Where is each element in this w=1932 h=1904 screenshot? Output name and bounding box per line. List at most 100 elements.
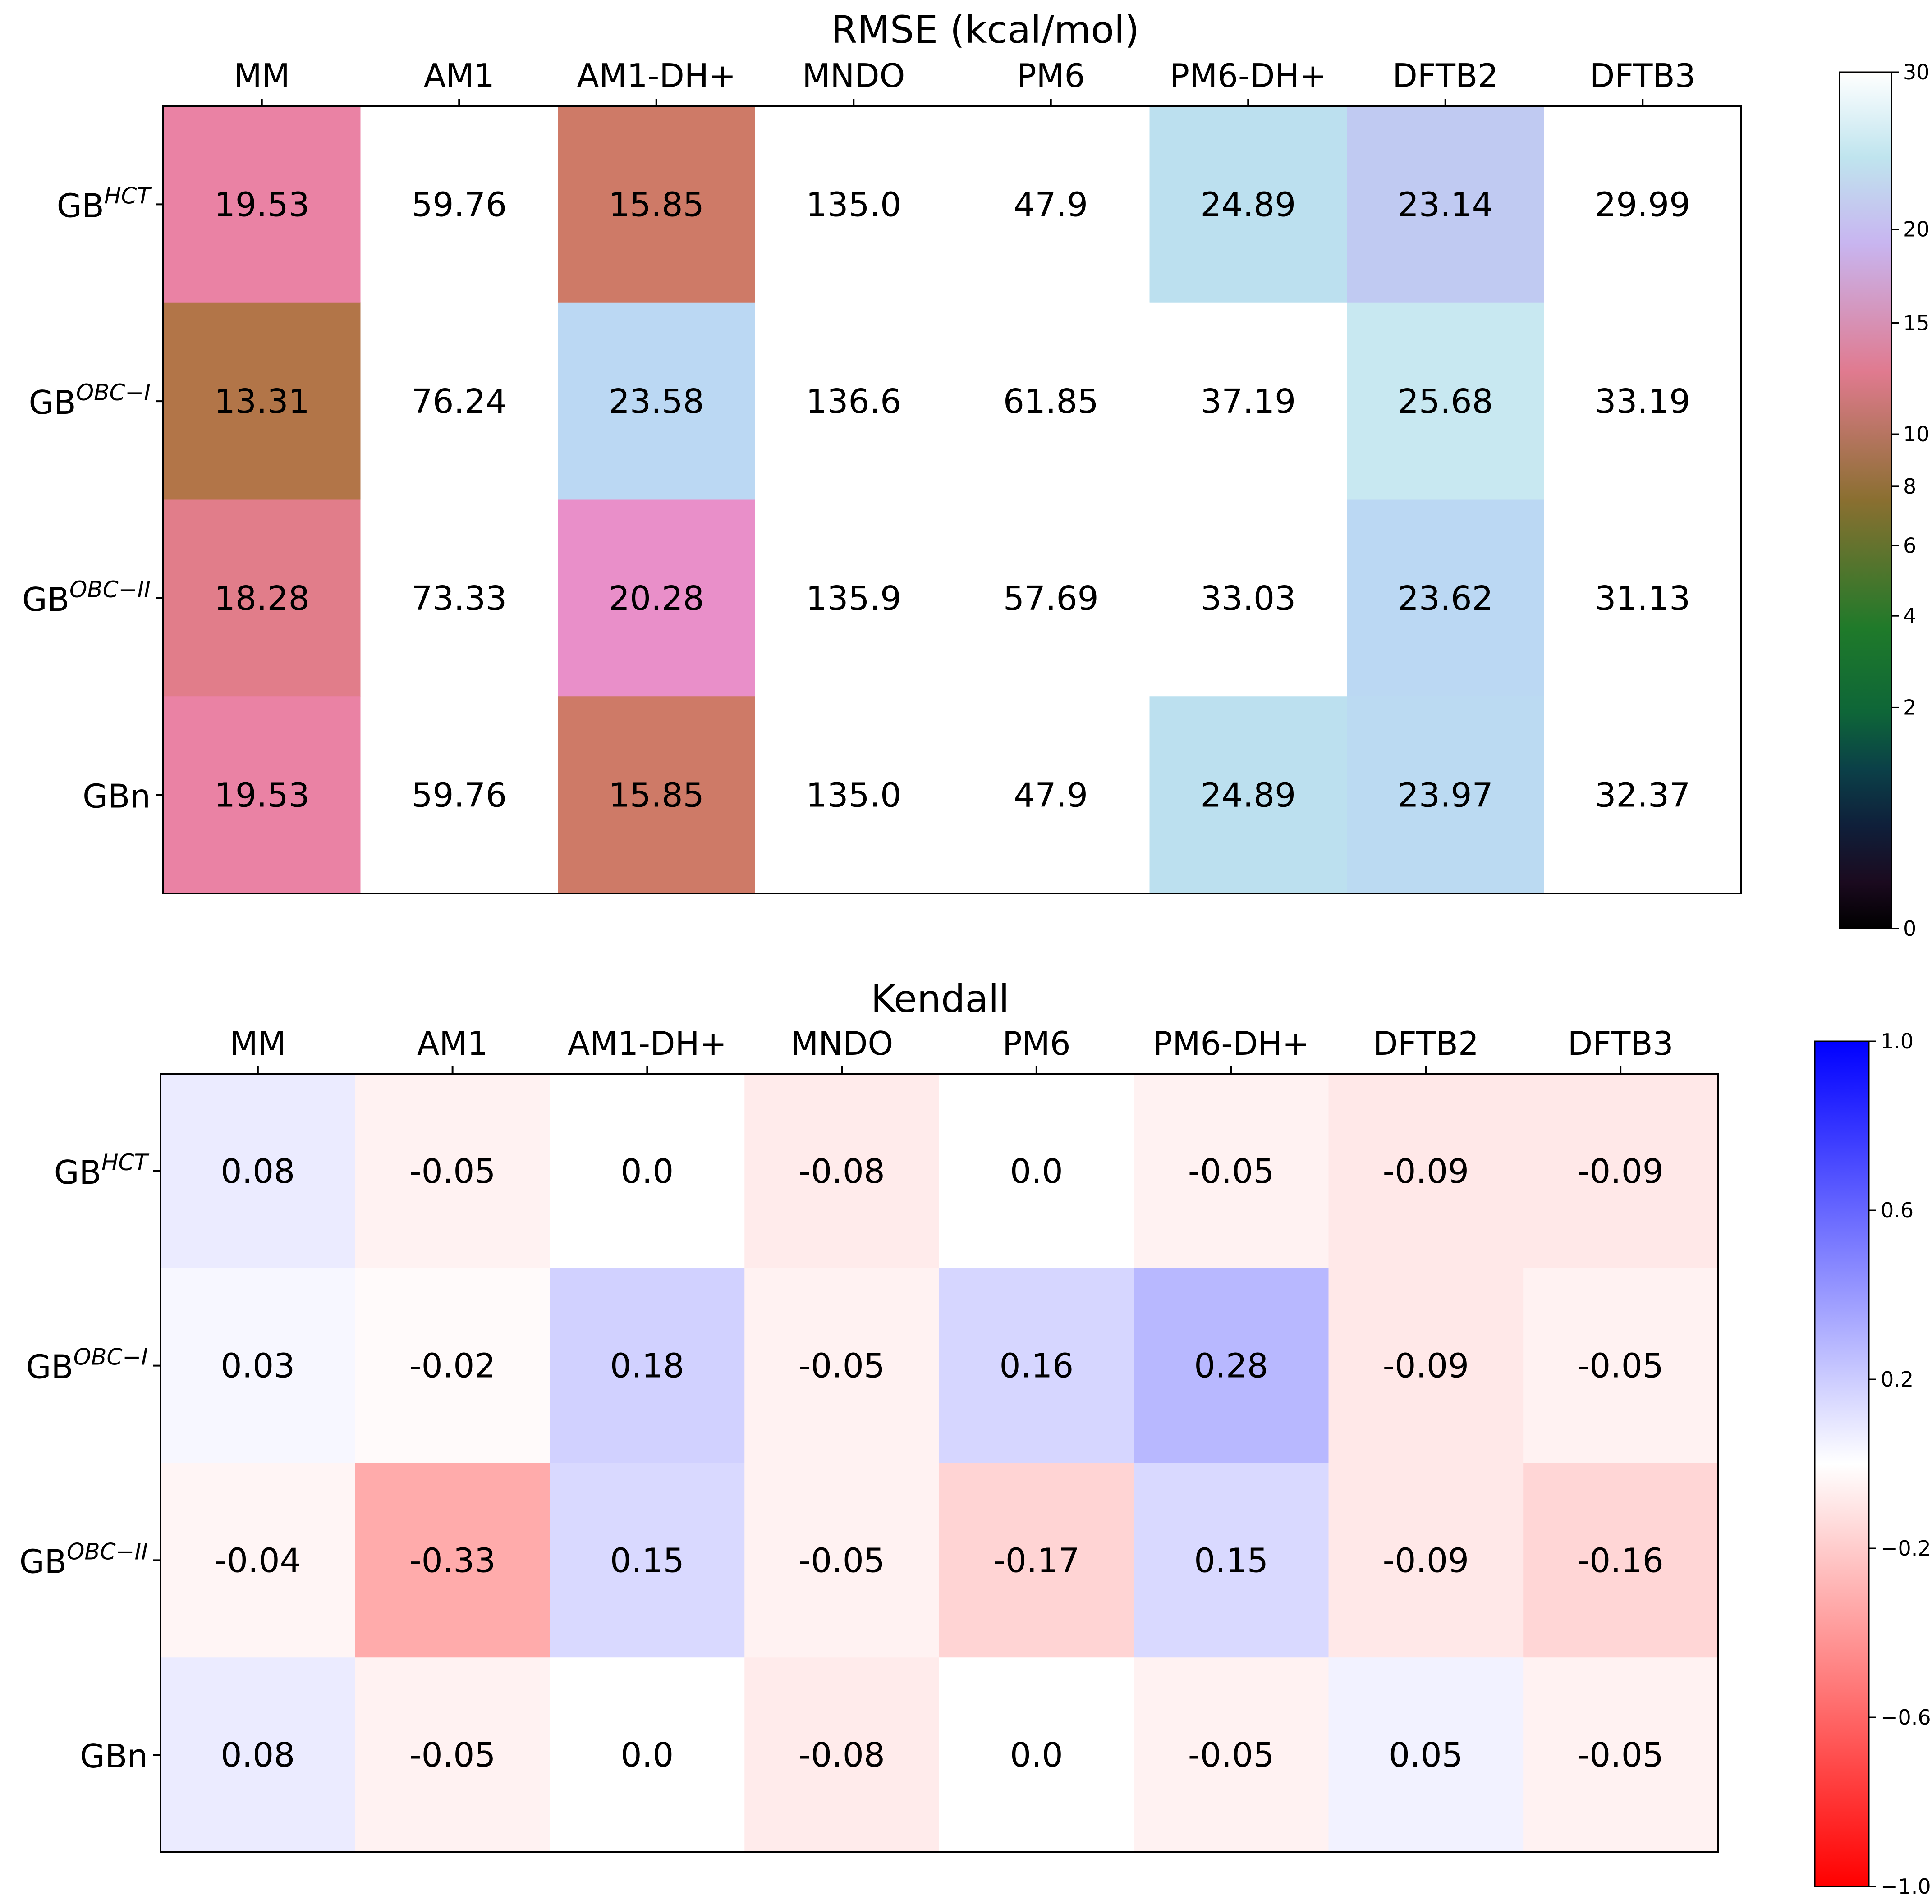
- rmse-cell-value: 59.76: [411, 776, 507, 815]
- rmse-cell-value: 19.53: [214, 185, 310, 224]
- kendall-cell: [1523, 1268, 1718, 1463]
- rmse-cell: [163, 499, 361, 697]
- rmse-cell: [755, 302, 953, 500]
- rmse-cell-value: 59.76: [411, 185, 507, 224]
- rmse-cell: [360, 302, 558, 500]
- rmse-cell-value: 15.85: [609, 776, 704, 815]
- kendall-cell: [355, 1268, 550, 1463]
- kendall-cell-value: -0.16: [1577, 1541, 1663, 1580]
- rmse-cell-value: 29.99: [1595, 185, 1690, 224]
- rmse-cell-value: 135.0: [806, 776, 901, 815]
- kendall-cell: [550, 1657, 745, 1853]
- rmse-cell: [360, 696, 558, 894]
- kendall-plot-frame: [160, 1073, 1719, 1853]
- kendall-cell-value: -0.05: [1577, 1736, 1663, 1775]
- kendall-cell-value: 0.0: [1010, 1736, 1063, 1775]
- rmse-cell-value: 20.28: [609, 579, 704, 618]
- rmse-colorbar-tick-label: 20: [1903, 217, 1930, 242]
- rmse-cell: [558, 696, 755, 894]
- kendall-cell: [939, 1463, 1134, 1658]
- rmse-cell-value: 136.6: [806, 382, 901, 421]
- rmse-cell-value: 24.89: [1200, 776, 1296, 815]
- rmse-cell: [1347, 499, 1544, 697]
- kendall-cell: [1523, 1463, 1718, 1658]
- kendall-cell-value: 0.0: [621, 1736, 674, 1775]
- rmse-cell: [558, 499, 755, 697]
- rmse-cell: [360, 106, 558, 303]
- rmse-cell-value: 23.14: [1398, 185, 1493, 224]
- kendall-column-label: MNDO: [790, 1025, 893, 1062]
- kendall-cell-value: -0.05: [798, 1541, 885, 1580]
- rmse-title: RMSE (kcal/mol): [831, 8, 1139, 52]
- rmse-column-label: MNDO: [802, 57, 905, 95]
- kendall-cell-value: 0.05: [1389, 1736, 1463, 1775]
- rmse-colorbar-tick-label: 0: [1903, 916, 1916, 941]
- rmse-column-label: AM1: [424, 57, 495, 95]
- kendall-column-label: AM1-DH+: [568, 1025, 727, 1062]
- rmse-plot-frame: [162, 105, 1742, 894]
- rmse-column-label: PM6: [1017, 57, 1085, 95]
- rmse-cell-value: 47.9: [1014, 185, 1088, 224]
- kendall-column-label: PM6: [1002, 1025, 1070, 1062]
- kendall-column-label: PM6-DH+: [1153, 1025, 1309, 1062]
- kendall-colorbar-tick-label: −0.2: [1881, 1536, 1931, 1561]
- kendall-cell-value: -0.05: [798, 1347, 885, 1386]
- kendall-cell-value: -0.09: [1383, 1541, 1469, 1580]
- rmse-cell: [952, 696, 1150, 894]
- rmse-cell: [1544, 499, 1742, 697]
- rmse-cell-value: 32.37: [1595, 776, 1690, 815]
- kendall-cell-value: -0.33: [409, 1541, 496, 1580]
- kendall-cell-value: 0.15: [1194, 1541, 1268, 1580]
- rmse-cell: [755, 696, 953, 894]
- kendall-cell: [744, 1657, 940, 1853]
- rmse-cell-value: 23.62: [1398, 579, 1493, 618]
- kendall-cell-value: -0.08: [798, 1736, 885, 1775]
- kendall-colorbar-tick-label: 1.0: [1881, 1029, 1914, 1053]
- kendall-cell: [744, 1074, 940, 1269]
- rmse-colorbar-ticks: 0 2 4 6 8 10 15 20 30: [1891, 60, 1930, 941]
- rmse-cell: [952, 499, 1150, 697]
- kendall-heatmap: Kendall 0.08 -0.05 0.0 -0.08 0.0 -0.05 -0.09 -0…: [19, 977, 1931, 1899]
- rmse-cell-value: 57.69: [1003, 579, 1099, 618]
- rmse-cell-value: 61.85: [1003, 382, 1099, 421]
- kendall-cell: [1328, 1074, 1524, 1269]
- rmse-colorbar-tick-label: 15: [1903, 311, 1930, 335]
- kendall-cell-labels: 0.08 -0.05 0.0 -0.08 0.0 -0.05 -0.09 -0.09 0.03 -…: [215, 1152, 1664, 1775]
- kendall-cell-value: 0.08: [220, 1736, 295, 1775]
- rmse-colorbar-tick-label: 4: [1903, 604, 1916, 628]
- kendall-cell: [1134, 1657, 1329, 1853]
- kendall-cell: [1328, 1463, 1524, 1658]
- kendall-row-labels: GBHCT GBOBC−I GBOBC−II GBn: [19, 1149, 161, 1775]
- kendall-colorbar-gradient: [1814, 1040, 1870, 1887]
- rmse-cell: [1347, 106, 1544, 303]
- kendall-row-label: GBOBC−II: [19, 1538, 148, 1580]
- rmse-colorbar-tick-label: 10: [1903, 422, 1930, 446]
- kendall-cell: [161, 1463, 356, 1658]
- rmse-cell-value: 15.85: [609, 185, 704, 224]
- rmse-row-label: GBn: [83, 778, 151, 815]
- kendall-cell: [161, 1657, 356, 1853]
- kendall-cell: [550, 1463, 745, 1658]
- kendall-cell-value: 0.28: [1194, 1347, 1268, 1386]
- kendall-cell-value: -0.08: [798, 1152, 885, 1191]
- kendall-column-label: MM: [230, 1025, 286, 1062]
- kendall-colorbar-tick-label: 0.2: [1881, 1367, 1914, 1391]
- rmse-row-labels: GBHCT GBOBC−I GBOBC−II GBn: [22, 183, 163, 815]
- kendall-cell: [744, 1463, 940, 1658]
- rmse-cell: [1347, 696, 1544, 894]
- rmse-row-label: GBOBC−II: [22, 577, 151, 618]
- rmse-heatmap: RMSE (kcal/mol) 19.53 59.76 15.85 135.0 47.9…: [22, 8, 1930, 941]
- kendall-cell-value: 0.16: [999, 1347, 1074, 1386]
- kendall-colorbar-tick-label: 0.6: [1881, 1198, 1914, 1222]
- kendall-column-labels: MM AM1 AM1-DH+ MNDO PM6 PM6-DH+ DFTB2 DFTB3: [230, 1025, 1674, 1074]
- kendall-colorbar-ticks: 1.0 0.6 0.2 −0.2 −0.6 −1.0: [1869, 1029, 1931, 1899]
- kendall-column-label: AM1: [417, 1025, 488, 1062]
- rmse-colorbar: 0 2 4 6 8 10 15 20 30: [1839, 60, 1930, 941]
- kendall-cell: [161, 1074, 356, 1269]
- kendall-cell: [1523, 1657, 1718, 1853]
- kendall-column-label: DFTB2: [1373, 1025, 1479, 1062]
- kendall-cell-value: -0.02: [409, 1347, 496, 1386]
- rmse-row-label: GBHCT: [57, 183, 152, 224]
- rmse-cell-value: 135.9: [806, 579, 901, 618]
